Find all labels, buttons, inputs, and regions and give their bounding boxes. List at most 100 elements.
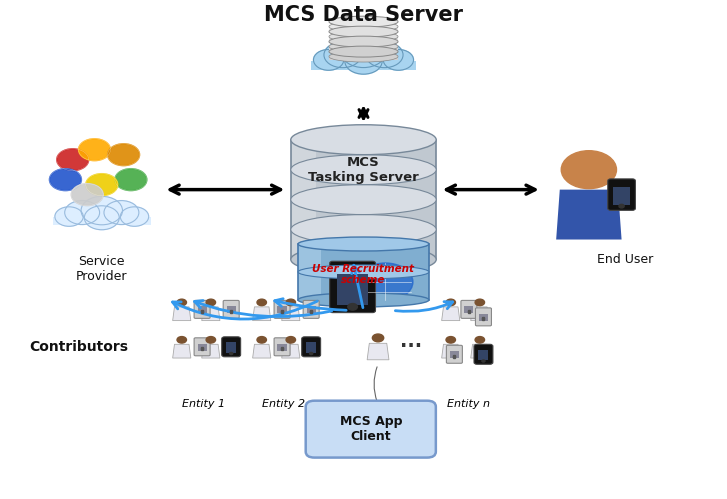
FancyBboxPatch shape [307, 306, 316, 313]
Circle shape [324, 42, 361, 68]
FancyBboxPatch shape [329, 35, 398, 40]
FancyBboxPatch shape [337, 274, 368, 305]
Circle shape [86, 174, 118, 196]
Circle shape [257, 336, 267, 343]
FancyBboxPatch shape [329, 55, 398, 60]
Ellipse shape [291, 125, 436, 155]
Polygon shape [367, 343, 389, 360]
Circle shape [177, 336, 186, 343]
FancyBboxPatch shape [298, 244, 429, 300]
Text: Service
Provider: Service Provider [76, 255, 127, 283]
Ellipse shape [298, 265, 429, 279]
Polygon shape [556, 190, 622, 240]
Ellipse shape [329, 26, 398, 37]
FancyBboxPatch shape [226, 342, 236, 353]
Circle shape [84, 206, 119, 230]
Text: Contributors: Contributors [29, 340, 128, 354]
Circle shape [206, 336, 216, 343]
Circle shape [55, 207, 84, 227]
Polygon shape [442, 344, 459, 358]
FancyBboxPatch shape [274, 338, 290, 356]
Circle shape [345, 48, 382, 74]
Circle shape [115, 169, 147, 191]
FancyBboxPatch shape [475, 308, 491, 326]
Ellipse shape [329, 36, 398, 47]
Circle shape [57, 149, 89, 171]
Circle shape [177, 299, 186, 305]
Circle shape [482, 360, 485, 362]
Text: ...: ... [400, 332, 422, 351]
FancyBboxPatch shape [450, 351, 459, 358]
FancyBboxPatch shape [474, 344, 493, 364]
Polygon shape [471, 344, 489, 358]
Polygon shape [253, 307, 270, 321]
Circle shape [71, 184, 103, 206]
Circle shape [446, 336, 455, 343]
Ellipse shape [291, 185, 436, 215]
Circle shape [446, 299, 455, 305]
Polygon shape [282, 344, 300, 358]
FancyBboxPatch shape [446, 345, 462, 363]
Circle shape [65, 201, 100, 225]
FancyBboxPatch shape [303, 300, 319, 318]
Polygon shape [202, 307, 220, 321]
FancyBboxPatch shape [291, 140, 436, 259]
FancyBboxPatch shape [298, 244, 321, 300]
FancyBboxPatch shape [329, 261, 375, 312]
FancyBboxPatch shape [278, 344, 286, 351]
Ellipse shape [298, 237, 429, 251]
FancyBboxPatch shape [223, 300, 239, 318]
FancyBboxPatch shape [227, 306, 236, 313]
FancyBboxPatch shape [222, 337, 241, 357]
Circle shape [120, 207, 149, 227]
Ellipse shape [329, 41, 398, 52]
FancyBboxPatch shape [306, 342, 316, 353]
Text: End User: End User [597, 253, 654, 266]
Circle shape [286, 336, 295, 343]
Ellipse shape [298, 293, 429, 307]
Text: MCS
Tasking Server: MCS Tasking Server [308, 156, 419, 184]
Circle shape [257, 299, 267, 305]
Circle shape [619, 205, 624, 208]
Ellipse shape [329, 21, 398, 32]
FancyBboxPatch shape [614, 187, 630, 205]
FancyBboxPatch shape [274, 300, 290, 318]
Polygon shape [173, 307, 190, 321]
Ellipse shape [329, 46, 398, 57]
FancyBboxPatch shape [291, 140, 316, 259]
Circle shape [561, 151, 616, 189]
Ellipse shape [291, 245, 436, 274]
Ellipse shape [291, 155, 436, 185]
Circle shape [475, 299, 485, 305]
FancyBboxPatch shape [198, 306, 206, 313]
FancyBboxPatch shape [53, 218, 151, 225]
Text: User Recruitment
scheme: User Recruitment scheme [313, 263, 414, 285]
Circle shape [108, 144, 140, 166]
Circle shape [358, 263, 413, 301]
FancyBboxPatch shape [478, 350, 489, 360]
Circle shape [342, 37, 385, 67]
Circle shape [372, 334, 384, 342]
Circle shape [79, 139, 111, 161]
Polygon shape [471, 307, 489, 321]
Text: Entity 1: Entity 1 [182, 399, 225, 409]
Circle shape [104, 201, 139, 225]
FancyBboxPatch shape [305, 401, 435, 458]
Circle shape [348, 303, 358, 310]
Circle shape [81, 197, 122, 225]
FancyBboxPatch shape [194, 338, 210, 356]
Polygon shape [442, 307, 459, 321]
Ellipse shape [291, 215, 436, 245]
Text: Entity 2: Entity 2 [262, 399, 305, 409]
Ellipse shape [329, 51, 398, 62]
FancyBboxPatch shape [608, 179, 635, 211]
Circle shape [310, 352, 313, 355]
FancyBboxPatch shape [465, 306, 473, 313]
FancyBboxPatch shape [311, 61, 416, 70]
Circle shape [366, 42, 403, 68]
Polygon shape [202, 344, 220, 358]
Circle shape [286, 299, 295, 305]
Text: MCS Data Server: MCS Data Server [264, 5, 463, 25]
Circle shape [313, 49, 344, 70]
Ellipse shape [329, 16, 398, 27]
